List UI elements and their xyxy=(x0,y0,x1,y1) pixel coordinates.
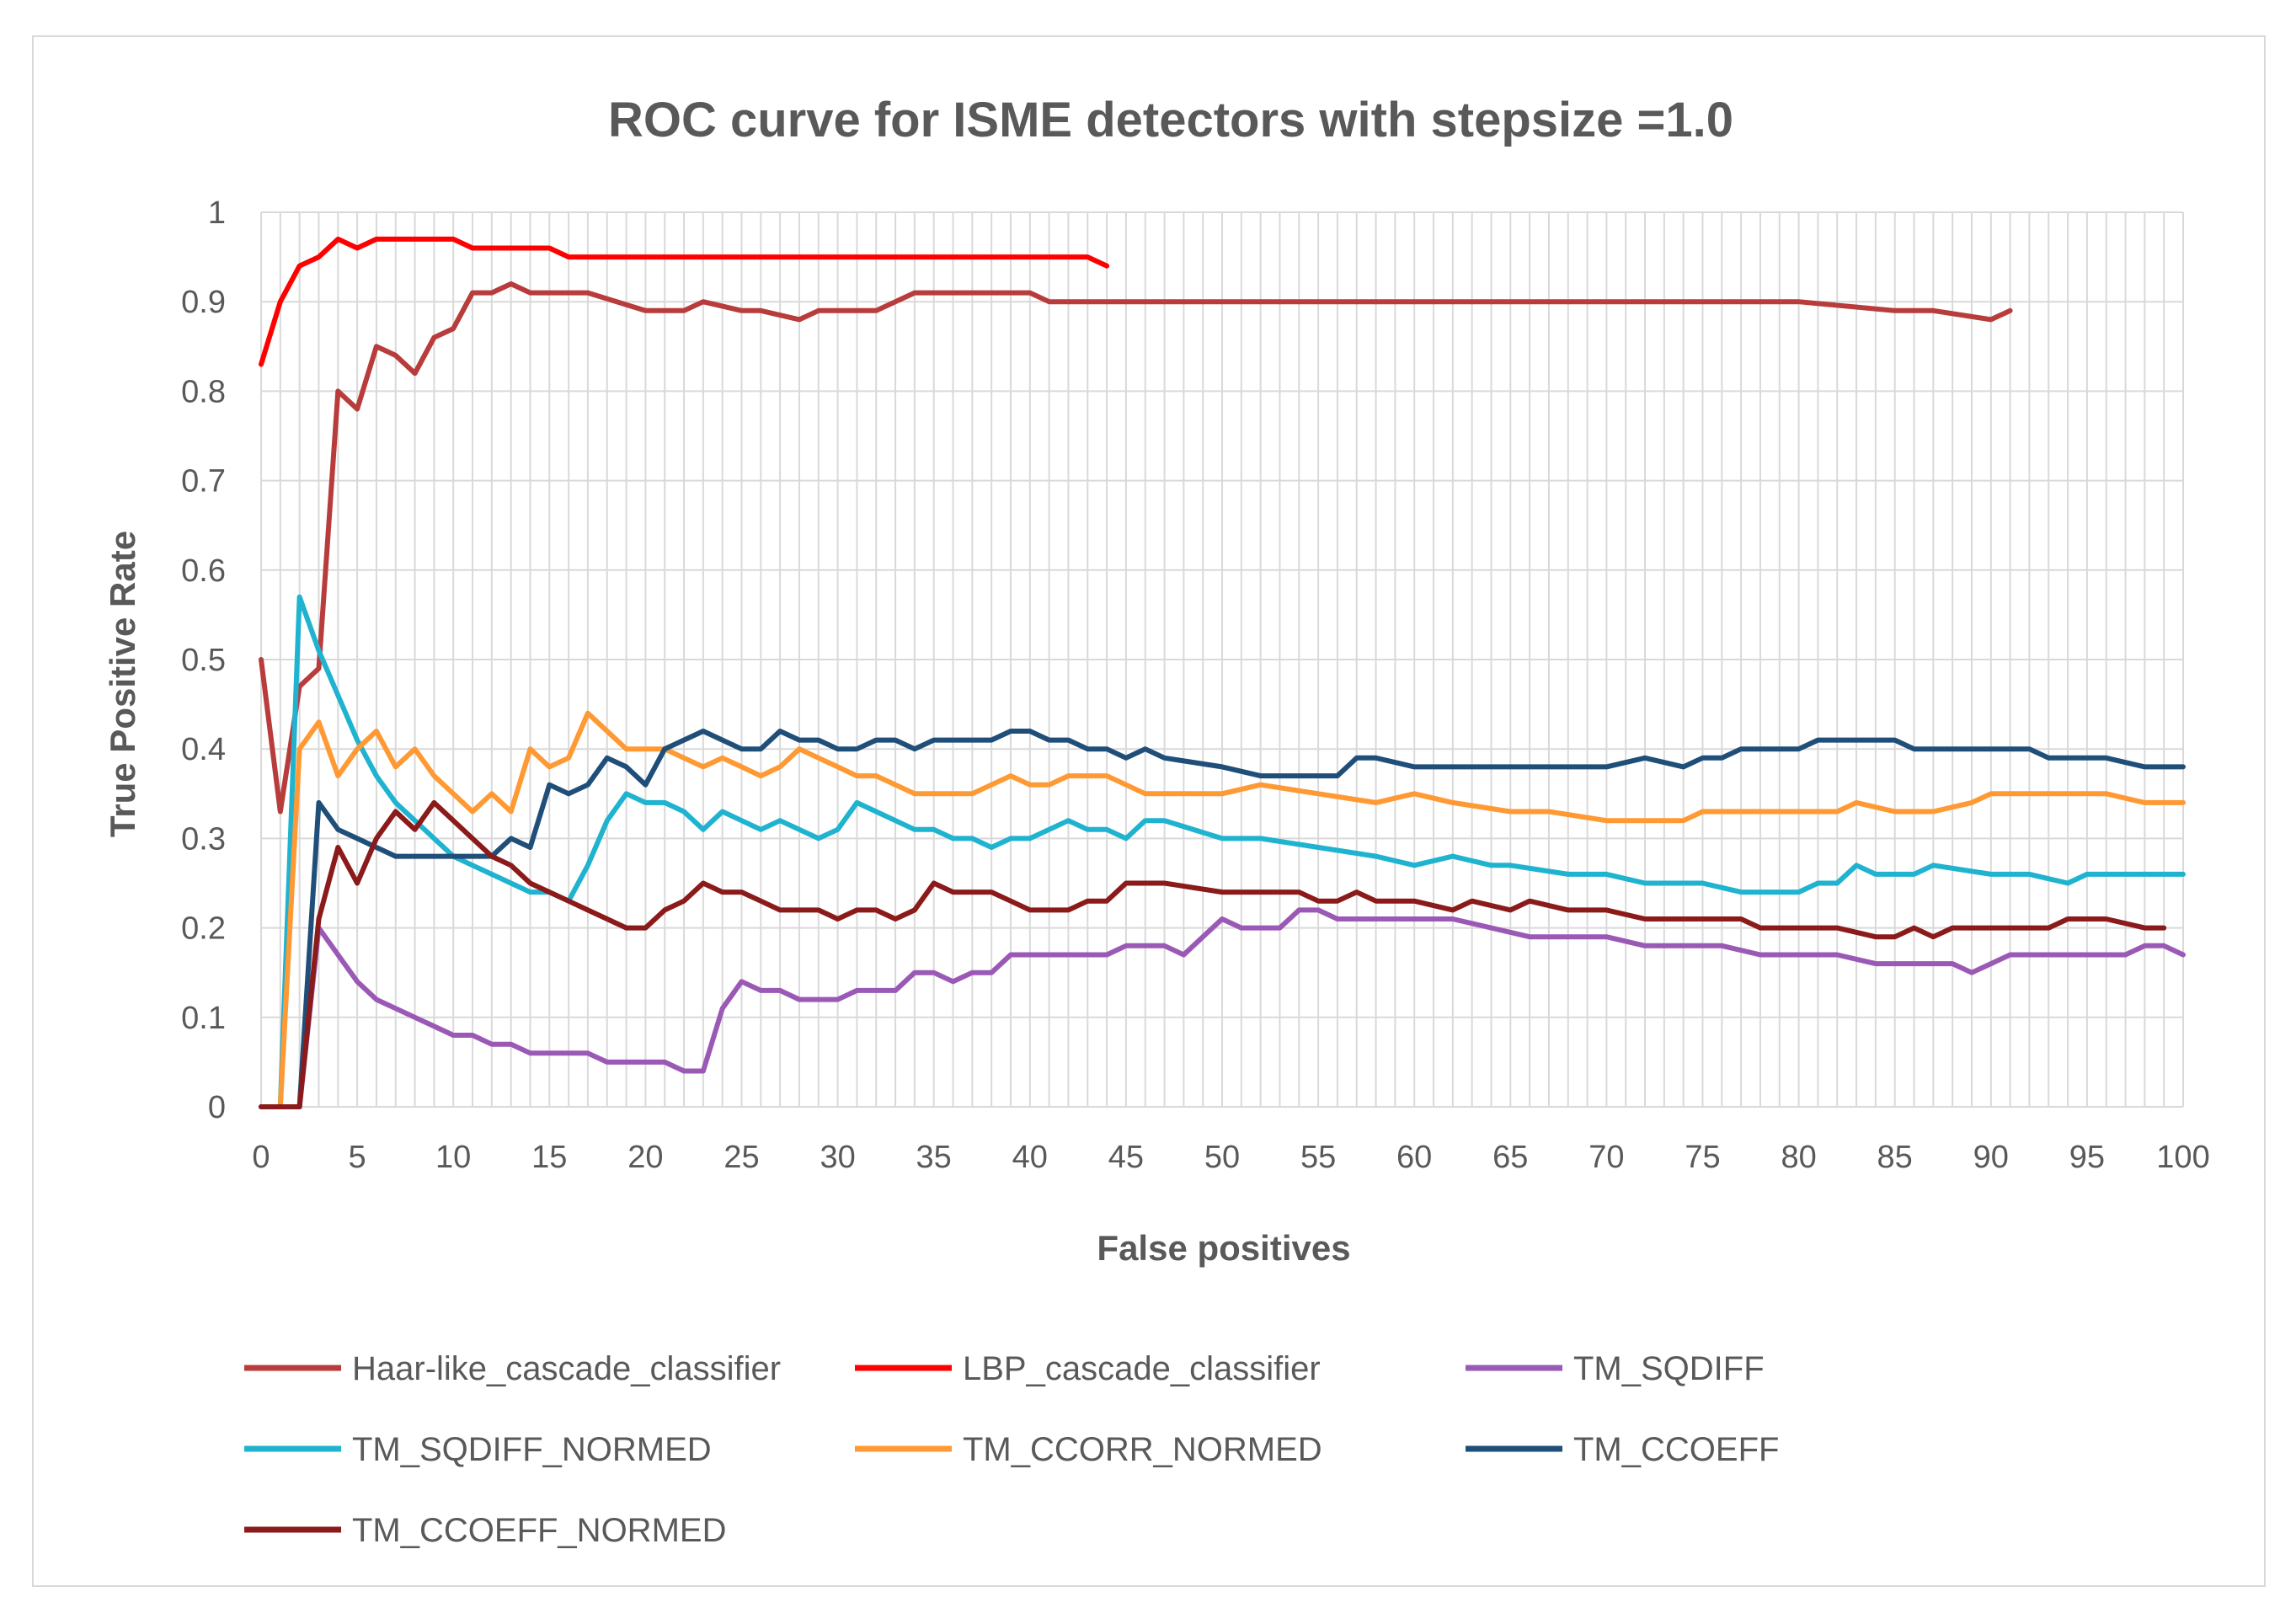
series-line-haar-like-cascade-classifier xyxy=(259,281,2013,815)
x-tick-label: 95 xyxy=(2069,1140,2105,1175)
legend-item: TM_CCOEFF_NORMED xyxy=(244,1512,726,1549)
y-tick-label: 0.1 xyxy=(181,1001,226,1036)
legend-label: TM_CCORR_NORMED xyxy=(963,1431,1322,1468)
legend-label: LBP_cascade_classifier xyxy=(963,1350,1321,1387)
x-tick-labels: 0 5 10 15 20 25 30 35 40 45 50 55 60 65 70 75 80 85 90 95 10… xyxy=(252,1140,2209,1175)
y-tick-label: 0 xyxy=(208,1090,226,1125)
x-tick-label: 65 xyxy=(1492,1140,1528,1175)
y-tick-label: 1 xyxy=(208,195,226,231)
x-tick-label: 25 xyxy=(724,1140,759,1175)
legend: Haar-like_cascade_classifier LBP_cascade_… xyxy=(244,1350,1779,1549)
legend-item: TM_CCOEFF xyxy=(1466,1431,1779,1468)
y-tick-label: 0.5 xyxy=(181,643,226,678)
roc-chart: ROC curve for ISME detectors with stepsi… xyxy=(103,93,2210,1549)
x-tick-label: 15 xyxy=(531,1140,567,1175)
x-tick-label: 40 xyxy=(1012,1140,1048,1175)
legend-item: Haar-like_cascade_classifier xyxy=(244,1350,781,1387)
legend-label: Haar-like_cascade_classifier xyxy=(352,1350,781,1387)
x-tick-label: 50 xyxy=(1204,1140,1240,1175)
chart-title: ROC curve for ISME detectors with stepsi… xyxy=(608,93,1733,147)
legend-label: TM_CCOEFF xyxy=(1573,1431,1779,1468)
series-line-tm-ccoeff-normed xyxy=(259,799,2167,1109)
x-tick-label: 75 xyxy=(1685,1140,1720,1175)
legend-item: LBP_cascade_classifier xyxy=(855,1350,1321,1387)
x-tick-label: 60 xyxy=(1396,1140,1432,1175)
x-tick-label: 85 xyxy=(1877,1140,1913,1175)
grid xyxy=(260,211,2184,1108)
x-tick-label: 0 xyxy=(252,1140,270,1175)
y-tick-label: 0.7 xyxy=(181,464,226,499)
y-tick-labels: 0 0.1 0.2 0.3 0.4 0.5 0.6 0.7 0.8 0.9 1 xyxy=(181,195,226,1125)
x-tick-label: 10 xyxy=(435,1140,471,1175)
y-tick-label: 0.8 xyxy=(181,374,226,409)
chart-frame: ROC curve for ISME detectors with stepsi… xyxy=(32,35,2266,1587)
legend-label: TM_SQDIFF_NORMED xyxy=(352,1431,712,1468)
y-tick-label: 0.9 xyxy=(181,285,226,320)
x-tick-label: 90 xyxy=(1973,1140,2009,1175)
x-tick-label: 35 xyxy=(916,1140,952,1175)
legend-item: TM_CCORR_NORMED xyxy=(855,1431,1322,1468)
y-tick-label: 0.3 xyxy=(181,821,226,857)
x-tick-label: 5 xyxy=(349,1140,366,1175)
x-tick-label: 30 xyxy=(820,1140,855,1175)
x-tick-label: 100 xyxy=(2156,1140,2209,1175)
x-tick-label: 55 xyxy=(1300,1140,1336,1175)
legend-label: TM_SQDIFF xyxy=(1573,1350,1765,1387)
y-tick-label: 0.6 xyxy=(181,553,226,589)
legend-item: TM_SQDIFF xyxy=(1466,1350,1765,1387)
x-tick-label: 45 xyxy=(1108,1140,1144,1175)
x-tick-label: 70 xyxy=(1589,1140,1624,1175)
x-tick-label: 80 xyxy=(1781,1140,1816,1175)
series-line-lbp-cascade-classifier xyxy=(259,236,1110,367)
series-line-tm-ccoeff xyxy=(259,729,2186,1109)
y-tick-label: 0.4 xyxy=(181,732,226,767)
y-tick-label: 0.2 xyxy=(181,911,226,947)
series-line-tm-ccorr-normed xyxy=(259,710,2186,1109)
series-line-tm-sqdiff-normed xyxy=(259,594,2186,1109)
x-tick-label: 20 xyxy=(627,1140,663,1175)
series-lines xyxy=(259,236,2186,1109)
legend-item: TM_SQDIFF_NORMED xyxy=(244,1431,712,1468)
x-axis-title: False positives xyxy=(1097,1228,1350,1268)
series-line-tm-sqdiff xyxy=(259,907,2186,1109)
y-axis-title: True Positive Rate xyxy=(103,531,142,837)
legend-label: TM_CCOEFF_NORMED xyxy=(352,1512,726,1549)
